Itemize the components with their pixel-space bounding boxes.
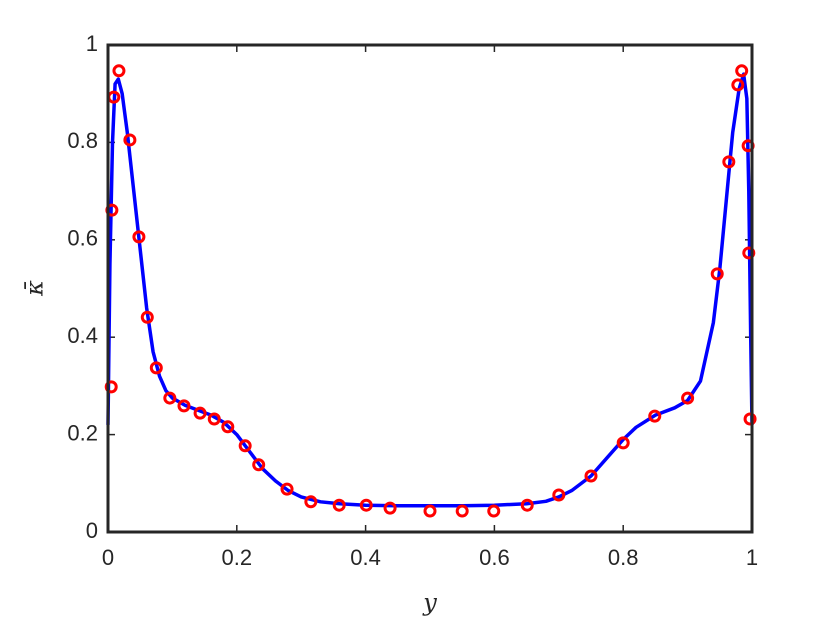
y-tick-label: 0.4 xyxy=(67,323,98,348)
data-point xyxy=(743,412,757,426)
data-point xyxy=(722,155,736,169)
data-point xyxy=(584,469,598,483)
data-point xyxy=(112,64,126,78)
data-point xyxy=(455,504,469,518)
data-point xyxy=(710,267,724,281)
x-tick-label: 0.2 xyxy=(222,545,253,570)
data-point xyxy=(332,498,346,512)
data-point xyxy=(616,436,630,450)
data-point xyxy=(123,133,137,147)
plot-frame xyxy=(106,43,754,534)
data-point xyxy=(280,482,294,496)
y-tick-label: 0.8 xyxy=(67,128,98,153)
y-tick-label: 0 xyxy=(86,518,98,543)
data-point xyxy=(304,495,318,509)
data-point xyxy=(648,409,662,423)
y-tick-label: 1 xyxy=(86,31,98,56)
data-point xyxy=(207,412,221,426)
data-point xyxy=(193,406,207,420)
data-point xyxy=(149,361,163,375)
data-point xyxy=(104,380,118,394)
data-point xyxy=(383,501,397,515)
data-point xyxy=(140,310,154,324)
data-point xyxy=(177,399,191,413)
x-tick-label: 1 xyxy=(746,545,758,570)
data-point xyxy=(735,64,749,78)
data-point xyxy=(731,78,745,92)
data-point xyxy=(221,420,235,434)
data-point xyxy=(423,504,437,518)
data-point xyxy=(520,498,534,512)
data-point xyxy=(163,391,177,405)
data-point xyxy=(681,391,695,405)
data-point xyxy=(359,498,373,512)
data-point xyxy=(238,439,252,453)
data-point xyxy=(742,246,756,260)
y-tick-label: 0.2 xyxy=(67,420,98,445)
data-point xyxy=(552,488,566,502)
y-axis-label: κ̄ xyxy=(21,280,49,297)
x-tick-label: 0 xyxy=(102,545,114,570)
x-tick-label: 0.8 xyxy=(608,545,639,570)
data-line xyxy=(106,72,754,508)
data-point xyxy=(132,230,146,244)
x-tick-label: 0.4 xyxy=(350,545,381,570)
data-point xyxy=(487,504,501,518)
x-axis-label: y xyxy=(422,589,437,617)
x-tick-label: 0.6 xyxy=(479,545,510,570)
y-tick-label: 0.6 xyxy=(67,226,98,251)
data-point xyxy=(252,458,266,472)
